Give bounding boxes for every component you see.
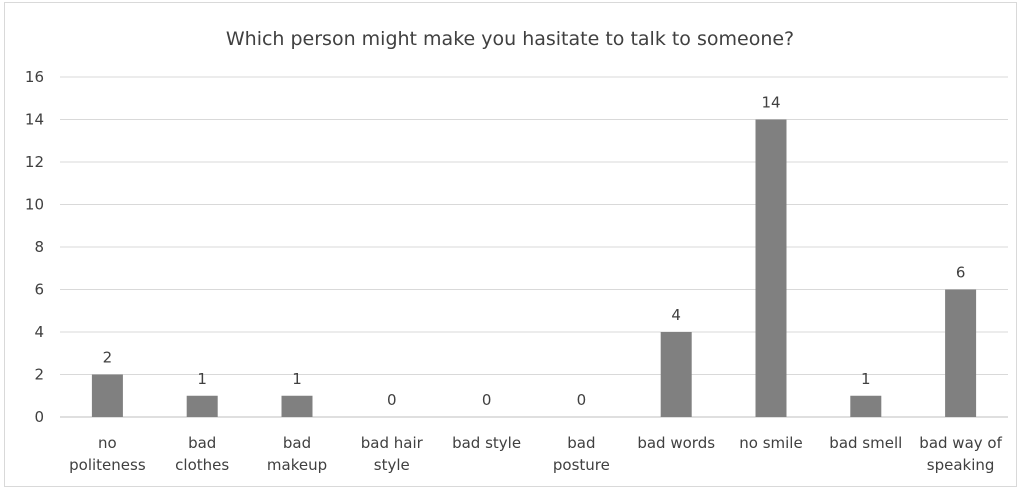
y-tick-label: 16 <box>25 68 44 86</box>
data-label: 6 <box>956 264 966 282</box>
x-category-label: bad way of speaking <box>919 434 1002 474</box>
x-category-label-line: bad <box>283 434 311 452</box>
data-label: 4 <box>671 306 681 324</box>
bar-bad-way-of-speaking <box>945 289 977 417</box>
y-axis-ticks: 0 2 4 6 8 10 12 14 16 <box>25 68 44 426</box>
x-category-label-line: speaking <box>927 456 995 474</box>
bar-bad-words <box>660 332 692 417</box>
bar-bad-smell <box>850 395 882 417</box>
x-category-label-line: clothes <box>175 456 229 474</box>
y-tick-label: 8 <box>34 238 44 256</box>
y-tick-label: 10 <box>25 196 44 214</box>
x-category-label-line: no smile <box>739 434 802 452</box>
bar-bad-makeup <box>281 395 313 417</box>
y-tick-label: 4 <box>34 323 44 341</box>
x-category-label: bad smell <box>829 434 902 452</box>
y-tick-label: 6 <box>34 281 44 299</box>
y-tick-label: 0 <box>34 408 44 426</box>
x-category-label-line: no <box>98 434 117 452</box>
data-label: 0 <box>387 391 397 409</box>
x-category-label-line: politeness <box>69 456 146 474</box>
x-category-label-line: style <box>374 456 410 474</box>
x-category-label-line: posture <box>553 456 610 474</box>
y-tick-label: 12 <box>25 153 44 171</box>
x-category-label: no smile <box>739 434 802 452</box>
data-label: 0 <box>577 391 587 409</box>
data-label: 1 <box>292 370 302 388</box>
x-category-label-line: bad way of <box>919 434 1002 452</box>
x-category-label-line: bad hair <box>361 434 424 452</box>
gridlines <box>60 76 1008 418</box>
x-axis-categories: no politeness bad clothes bad makeup bad hair s… <box>69 434 1002 474</box>
bar-bad-clothes <box>186 395 218 417</box>
data-label: 1 <box>861 370 871 388</box>
x-category-label-line: bad words <box>637 434 715 452</box>
x-category-label-line: makeup <box>267 456 327 474</box>
y-tick-label: 2 <box>34 366 44 384</box>
x-category-label: no politeness <box>69 434 146 474</box>
data-label: 1 <box>197 370 207 388</box>
x-category-label: bad clothes <box>175 434 229 474</box>
x-category-label: bad words <box>637 434 715 452</box>
x-category-label-line: bad style <box>452 434 521 452</box>
x-category-label: bad posture <box>553 434 610 474</box>
chart-frame <box>4 2 1017 487</box>
x-category-label: bad makeup <box>267 434 327 474</box>
data-label: 2 <box>103 349 113 367</box>
data-label: 14 <box>761 94 780 112</box>
x-category-label: bad style <box>452 434 521 452</box>
y-tick-label: 14 <box>25 111 44 129</box>
chart-title: Which person might make you hasitate to … <box>226 28 794 50</box>
bar-no-smile <box>755 119 787 417</box>
x-category-label-line: bad <box>188 434 216 452</box>
bars <box>91 119 977 417</box>
x-category-label-line: bad smell <box>829 434 902 452</box>
bar-no-politeness <box>91 374 123 417</box>
data-label: 0 <box>482 391 492 409</box>
x-category-label: bad hair style <box>361 434 424 474</box>
x-category-label-line: bad <box>567 434 595 452</box>
data-labels: 2 1 1 0 0 0 4 14 1 6 <box>103 94 966 410</box>
